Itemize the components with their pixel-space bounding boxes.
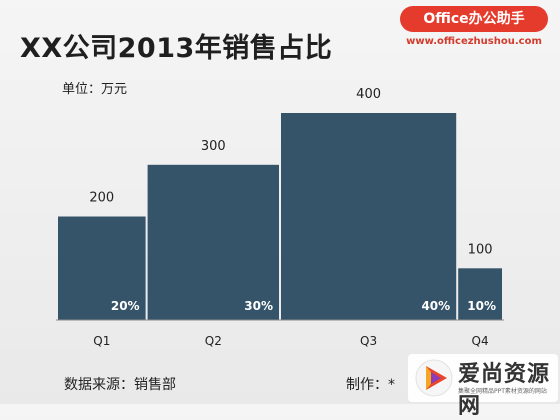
category-label-q3: Q3 [360, 334, 377, 348]
data-source: 数据来源：销售部 [64, 377, 176, 393]
bar-q2 [147, 164, 279, 321]
watermark: 爱尚资源网 集聚全网精品PPT素材资源的网站 [408, 354, 558, 419]
category-label-q2: Q2 [205, 334, 222, 348]
brand-badge: Office办公助手 [400, 6, 548, 32]
author-credit: 制作：* [346, 377, 395, 393]
category-label-q1: Q1 [93, 334, 110, 348]
share-label-q1: 20% [111, 299, 140, 313]
play-triangle-logo-icon [415, 359, 453, 397]
bar-q4 [458, 268, 502, 321]
value-label-q4: 100 [468, 242, 493, 257]
category-label-q4: Q4 [472, 334, 489, 348]
bar-q1 [58, 216, 146, 320]
bar-q3 [281, 113, 457, 320]
value-label-q1: 200 [89, 191, 114, 206]
unit-label: 单位：万元 [62, 82, 128, 97]
labels-group: 200 20% Q1 300 30% Q2 400 40% Q3 100 10% Q4 [89, 87, 496, 348]
bars-group [58, 113, 502, 321]
bar-chart: 200 20% Q1 300 30% Q2 400 40% Q3 100 10% Q4 [56, 87, 504, 348]
share-label-q4: 10% [467, 299, 496, 313]
value-label-q2: 300 [201, 139, 226, 154]
share-label-q2: 30% [244, 299, 273, 313]
value-label-q3: 400 [356, 87, 381, 102]
watermark-subtitle: 集聚全网精品PPT素材资源的网站 [458, 388, 547, 395]
chart-title: XX公司2013年销售占比 [20, 33, 333, 64]
share-label-q3: 40% [421, 299, 450, 313]
brand-url: www.officezhushou.com [406, 36, 542, 47]
